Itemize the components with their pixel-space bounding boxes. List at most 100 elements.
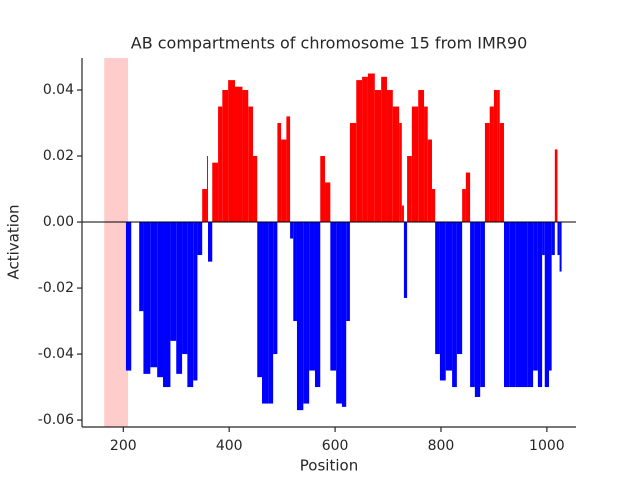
area-segment xyxy=(445,222,453,371)
x-tick-label: 400 xyxy=(216,438,243,454)
area-segment xyxy=(537,222,543,388)
area-segment xyxy=(515,222,522,388)
y-tick-label: -0.06 xyxy=(38,412,74,428)
area-segment xyxy=(277,123,282,223)
area-segment xyxy=(193,222,198,381)
x-tick-label: 800 xyxy=(428,438,455,454)
area-segment xyxy=(527,222,534,388)
area-segment xyxy=(346,222,350,322)
area-segment xyxy=(143,222,151,374)
chart-title: AB compartments of chromosome 15 from IM… xyxy=(131,34,528,53)
area-segment xyxy=(356,80,363,223)
area-segment xyxy=(424,106,428,223)
area-segment xyxy=(367,73,375,223)
area-segment xyxy=(262,222,269,404)
area-segment xyxy=(248,106,254,223)
area-segment xyxy=(290,222,294,239)
x-tick-label: 200 xyxy=(110,438,137,454)
area-segment xyxy=(493,90,498,223)
area-segment xyxy=(208,222,213,262)
area-segment xyxy=(431,189,436,223)
area-segment xyxy=(206,156,209,223)
area-segment xyxy=(157,222,164,378)
area-segment xyxy=(456,222,463,355)
area-segment xyxy=(330,222,337,371)
area-segment xyxy=(401,205,404,223)
area-segment xyxy=(293,222,297,322)
area-segment xyxy=(349,123,357,223)
area-segment xyxy=(559,222,562,272)
area-segment xyxy=(303,222,310,404)
y-axis-label: Activation xyxy=(5,204,23,279)
area-segment xyxy=(489,106,494,223)
area-segment xyxy=(470,222,475,388)
area-segment xyxy=(170,222,177,341)
area-segment xyxy=(551,222,555,256)
highlight-band xyxy=(104,58,129,427)
area-segment xyxy=(374,90,382,223)
area-segment xyxy=(150,222,158,368)
y-tick-label: 0.04 xyxy=(43,82,74,98)
area-segment xyxy=(139,222,144,312)
area-segment xyxy=(268,222,274,404)
area-segment xyxy=(435,222,440,355)
area-segment xyxy=(163,222,171,388)
area-segment xyxy=(554,149,558,223)
area-segment xyxy=(176,222,183,374)
y-tick-label: -0.04 xyxy=(38,346,74,362)
y-tick-label: -0.02 xyxy=(38,280,74,296)
area-segment xyxy=(403,222,408,298)
area-segment xyxy=(325,182,331,223)
area-segment xyxy=(212,162,219,223)
y-tick-label: 0.00 xyxy=(43,214,74,230)
area-segment xyxy=(242,90,249,223)
area-segment xyxy=(399,123,402,223)
area-segment xyxy=(462,189,466,223)
area-segment xyxy=(521,222,528,388)
area-segment xyxy=(253,156,258,223)
area-segment xyxy=(257,222,263,378)
area-segment xyxy=(197,222,203,256)
area-segment xyxy=(202,189,207,223)
area-segment xyxy=(480,222,485,388)
area-segment xyxy=(281,139,287,223)
area-segment xyxy=(418,90,425,223)
area-segment xyxy=(187,222,194,388)
area-segment xyxy=(314,222,321,388)
area-segment xyxy=(296,222,304,411)
area-segment xyxy=(484,123,490,223)
area-segment xyxy=(218,106,223,223)
x-axis-label: Position xyxy=(300,457,358,475)
area-segment xyxy=(503,222,510,388)
area-segment xyxy=(465,172,471,223)
area-segment xyxy=(273,222,278,355)
area-segment xyxy=(228,80,236,223)
area-segment xyxy=(309,222,315,371)
area-segment xyxy=(427,139,432,223)
area-segment xyxy=(509,222,516,388)
x-tick-label: 600 xyxy=(322,438,349,454)
area-segment xyxy=(542,222,545,256)
area-segment xyxy=(392,106,400,223)
area-segment xyxy=(474,222,481,397)
area-segment xyxy=(439,222,446,381)
area-segment xyxy=(544,222,549,388)
area-segment xyxy=(362,76,368,223)
area-segment xyxy=(286,116,291,223)
y-tick-label: 0.02 xyxy=(43,148,74,164)
area-segment xyxy=(381,76,387,223)
area-segment xyxy=(182,222,188,355)
area-segment xyxy=(320,156,326,223)
area-segment xyxy=(386,90,393,223)
area-segment xyxy=(533,222,538,371)
area-segment xyxy=(499,123,504,223)
area-segment xyxy=(235,86,243,223)
area-segment xyxy=(497,90,500,223)
area-segment xyxy=(407,156,412,223)
area-segment xyxy=(548,222,552,371)
area-segment xyxy=(452,222,457,388)
area-segment xyxy=(125,222,132,371)
x-tick-label: 1000 xyxy=(529,438,565,454)
area-segment xyxy=(557,222,560,256)
